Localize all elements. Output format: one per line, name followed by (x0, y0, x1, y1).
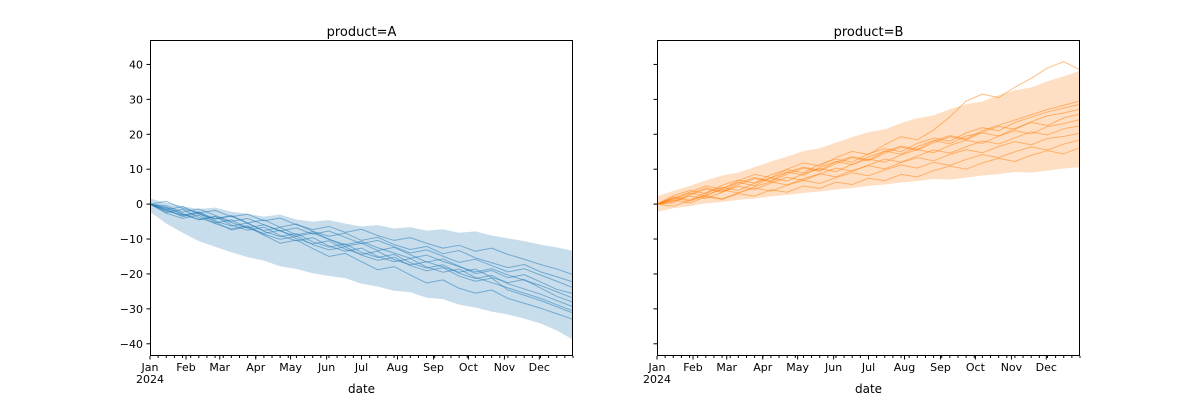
x-tick-label: Dec (1036, 361, 1057, 374)
x-tick-label: Feb (683, 361, 702, 374)
series-line-run-1 (149, 200, 574, 276)
series-line-run-10 (149, 203, 574, 320)
series-line-run-9 (656, 100, 1081, 205)
series-line-run-7 (656, 108, 1081, 205)
axes-spines (657, 40, 1080, 356)
x-tick-label: Jan (141, 361, 159, 374)
subplot-a-title: product=A (326, 25, 397, 40)
x-tick-label: Aug (387, 361, 408, 374)
y-tick-label: −20 (120, 268, 143, 281)
y-tick-label: −30 (120, 303, 143, 316)
y-tick-label: 40 (129, 58, 143, 71)
x-tick-year-label: 2024 (136, 373, 164, 386)
x-tick-label: Mar (209, 361, 230, 374)
y-tick-label: 30 (129, 93, 143, 106)
series-line-run-10 (656, 61, 1081, 205)
x-tick-label: Jun (824, 361, 842, 374)
subplot-b-xlabel: date (854, 382, 883, 396)
x-tick-label: Aug (894, 361, 915, 374)
x-tick-label: Jul (354, 361, 368, 374)
x-tick-label: Jul (861, 361, 875, 374)
x-tick-label: Feb (176, 361, 195, 374)
x-tick-year-label: 2024 (643, 373, 671, 386)
subplot-a-xlabel: date (347, 382, 376, 396)
y-tick-label: −40 (120, 338, 143, 351)
x-tick-label: Oct (459, 361, 479, 374)
x-tick-label: Jun (317, 361, 335, 374)
x-tick-label: Sep (423, 361, 444, 374)
x-tick-label: Sep (930, 361, 951, 374)
x-tick-label: Nov (494, 361, 516, 374)
series-line-run-3 (656, 132, 1081, 205)
y-tick-label: 0 (136, 198, 143, 211)
y-tick-label: 10 (129, 163, 143, 176)
x-tick-label: Apr (753, 361, 773, 374)
error-band (657, 70, 1080, 212)
series-line-run-9 (149, 203, 574, 314)
series-line-run-7 (149, 203, 574, 308)
x-tick-label: Mar (716, 361, 737, 374)
series-line-run-5 (149, 203, 574, 299)
axes-spines (150, 40, 573, 356)
x-tick-label: Apr (246, 361, 266, 374)
x-tick-label: Oct (966, 361, 986, 374)
x-tick-label: Jan (648, 361, 666, 374)
x-tick-label: May (786, 361, 809, 374)
series-line-run-8 (656, 103, 1081, 205)
x-tick-label: May (279, 361, 302, 374)
series-line-run-4 (656, 125, 1081, 205)
series-line-run-2 (656, 139, 1081, 207)
y-tick-label: 20 (129, 128, 143, 141)
x-tick-label: Nov (1001, 361, 1023, 374)
x-tick-label: Dec (529, 361, 550, 374)
subplot-b-title: product=B (833, 25, 904, 40)
y-tick-label: −10 (120, 233, 143, 246)
error-band (150, 198, 573, 340)
